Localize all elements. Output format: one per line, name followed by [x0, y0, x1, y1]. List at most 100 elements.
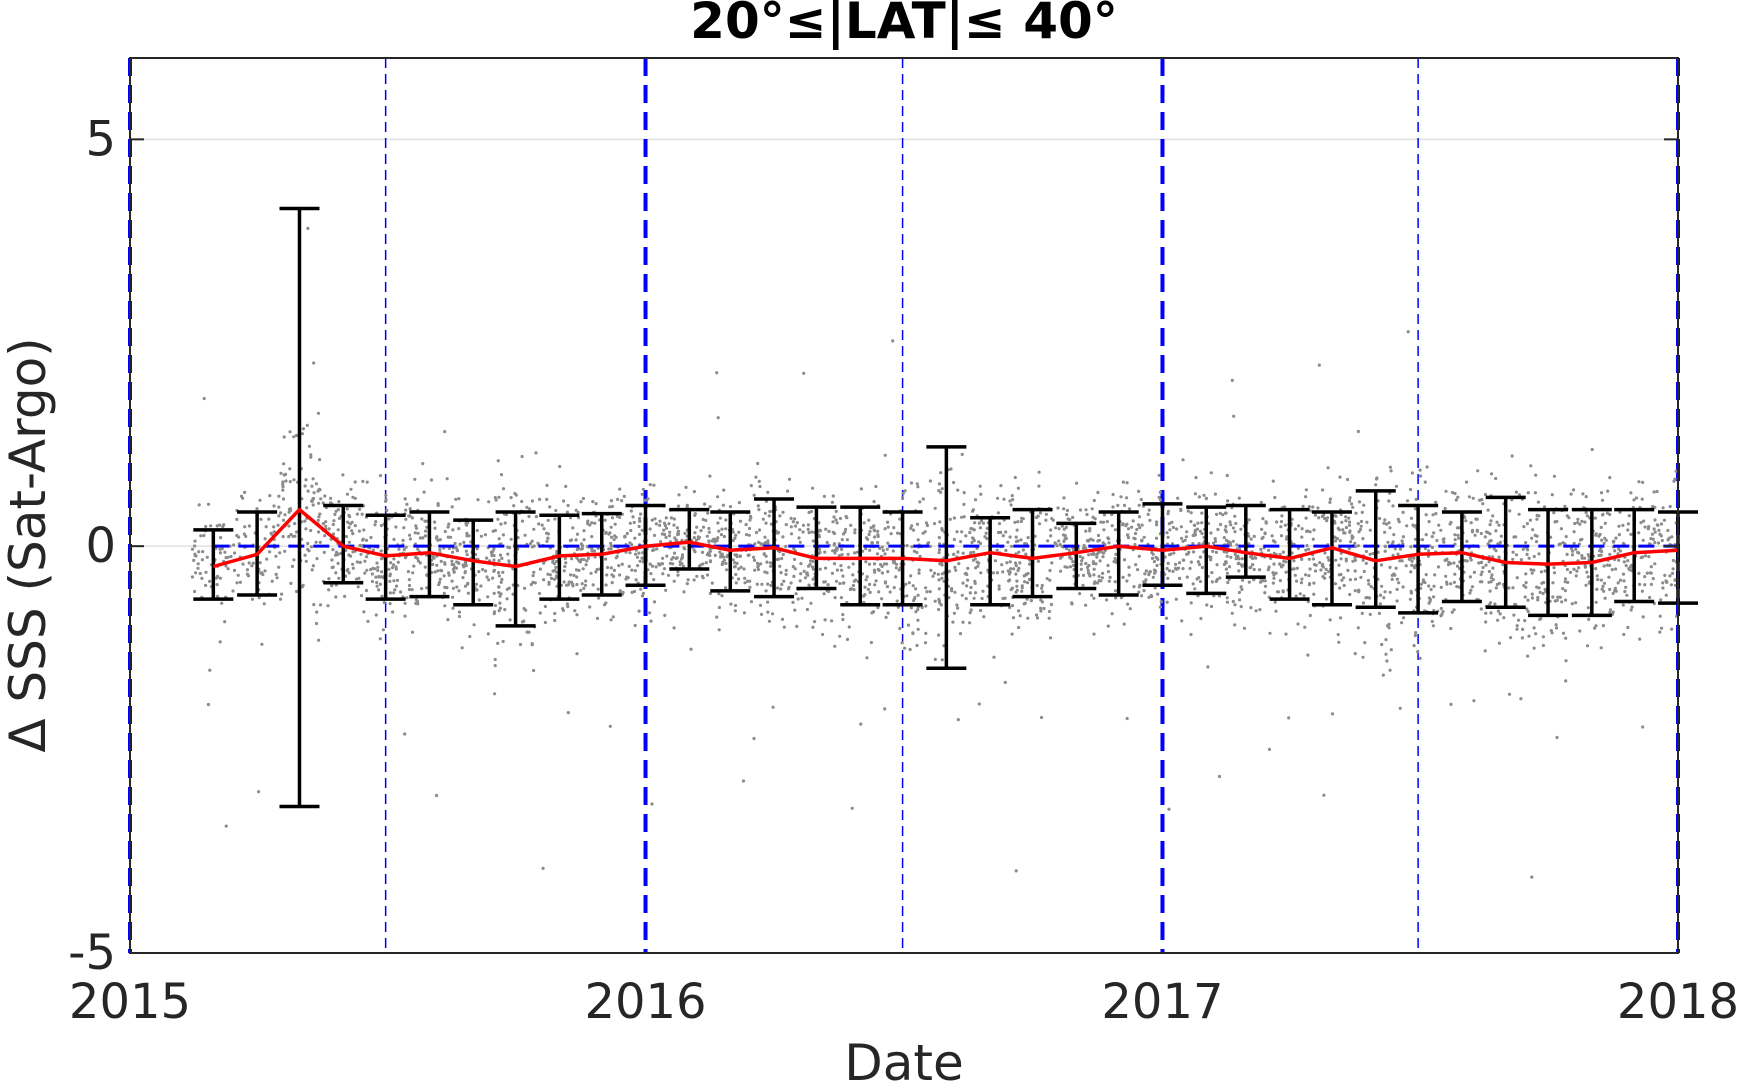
data-point	[1234, 521, 1238, 526]
data-point	[447, 571, 451, 575]
data-point	[1536, 595, 1540, 600]
data-point	[973, 579, 977, 584]
data-point	[1322, 793, 1326, 797]
data-point	[1617, 533, 1621, 537]
data-point	[1353, 589, 1357, 593]
data-point	[416, 531, 420, 535]
data-point	[1266, 568, 1270, 572]
data-point	[1213, 539, 1218, 544]
data-point	[485, 575, 489, 579]
data-point	[1481, 565, 1485, 570]
data-point	[995, 548, 999, 552]
data-point	[769, 583, 773, 588]
data-point	[652, 600, 657, 604]
data-point	[1624, 564, 1628, 568]
data-point	[1610, 568, 1614, 572]
data-point	[810, 530, 814, 534]
data-point	[1158, 490, 1162, 494]
data-point	[202, 396, 206, 401]
data-point	[575, 532, 580, 536]
data-point	[1669, 583, 1673, 587]
data-point	[1327, 558, 1331, 562]
mean-line	[212, 507, 1679, 569]
data-point	[791, 520, 795, 524]
data-point	[1530, 875, 1534, 879]
data-point	[1522, 525, 1526, 529]
data-point	[1670, 535, 1674, 539]
data-point	[341, 473, 345, 477]
data-point	[707, 540, 711, 544]
data-point	[704, 561, 708, 565]
data-point	[1519, 558, 1523, 562]
data-point	[957, 562, 961, 566]
data-point	[1194, 476, 1198, 480]
data-point	[672, 517, 676, 521]
data-point	[721, 503, 726, 507]
data-point	[1158, 605, 1163, 609]
data-point	[1041, 590, 1045, 594]
data-point	[564, 561, 568, 565]
data-point	[1515, 627, 1519, 631]
data-point	[1217, 774, 1222, 779]
data-point	[405, 596, 409, 600]
data-point	[1166, 576, 1170, 580]
data-point	[1304, 573, 1308, 577]
data-point	[1127, 565, 1131, 569]
data-point	[880, 545, 884, 549]
data-point	[1377, 611, 1381, 616]
data-point	[1455, 585, 1459, 589]
data-point	[443, 585, 447, 590]
data-point	[1356, 522, 1360, 526]
data-point	[1602, 564, 1606, 568]
data-point	[462, 565, 466, 569]
data-point	[1072, 563, 1076, 568]
data-point	[1261, 535, 1265, 539]
data-point	[1034, 613, 1039, 617]
data-point	[640, 556, 644, 560]
data-point	[1193, 531, 1197, 535]
data-point	[1626, 559, 1630, 563]
data-point	[1495, 520, 1499, 524]
data-point	[978, 541, 983, 546]
data-point	[564, 484, 568, 488]
data-point	[921, 497, 925, 501]
data-point	[1124, 524, 1128, 528]
data-point	[356, 585, 360, 589]
data-point	[579, 547, 583, 551]
data-point	[1272, 562, 1276, 566]
data-point	[932, 522, 937, 526]
data-point	[1344, 559, 1348, 563]
data-point	[1339, 572, 1343, 577]
data-point	[625, 531, 629, 536]
data-point	[438, 538, 442, 542]
data-point	[805, 607, 810, 612]
data-point	[236, 573, 240, 577]
data-point	[1539, 570, 1543, 574]
data-point	[1368, 528, 1372, 532]
data-point	[1293, 573, 1297, 577]
data-point	[1555, 519, 1559, 524]
data-point	[1211, 549, 1215, 554]
data-point	[1144, 578, 1148, 582]
data-point	[720, 527, 724, 531]
data-point	[754, 475, 758, 479]
data-point	[662, 567, 667, 571]
data-point	[378, 582, 382, 586]
data-point	[1276, 590, 1281, 594]
data-point	[823, 550, 827, 554]
data-point	[392, 537, 396, 542]
data-point	[663, 532, 667, 537]
data-point	[798, 540, 802, 544]
data-point	[885, 585, 890, 589]
data-point	[580, 582, 584, 586]
data-point	[886, 525, 890, 529]
data-point	[1231, 599, 1235, 604]
data-point	[1090, 593, 1094, 597]
data-point	[1655, 523, 1659, 527]
data-point	[545, 539, 549, 544]
data-point	[393, 588, 397, 592]
data-point	[1016, 486, 1021, 490]
data-point	[1079, 562, 1083, 566]
data-point	[503, 521, 507, 525]
data-point	[716, 495, 720, 499]
